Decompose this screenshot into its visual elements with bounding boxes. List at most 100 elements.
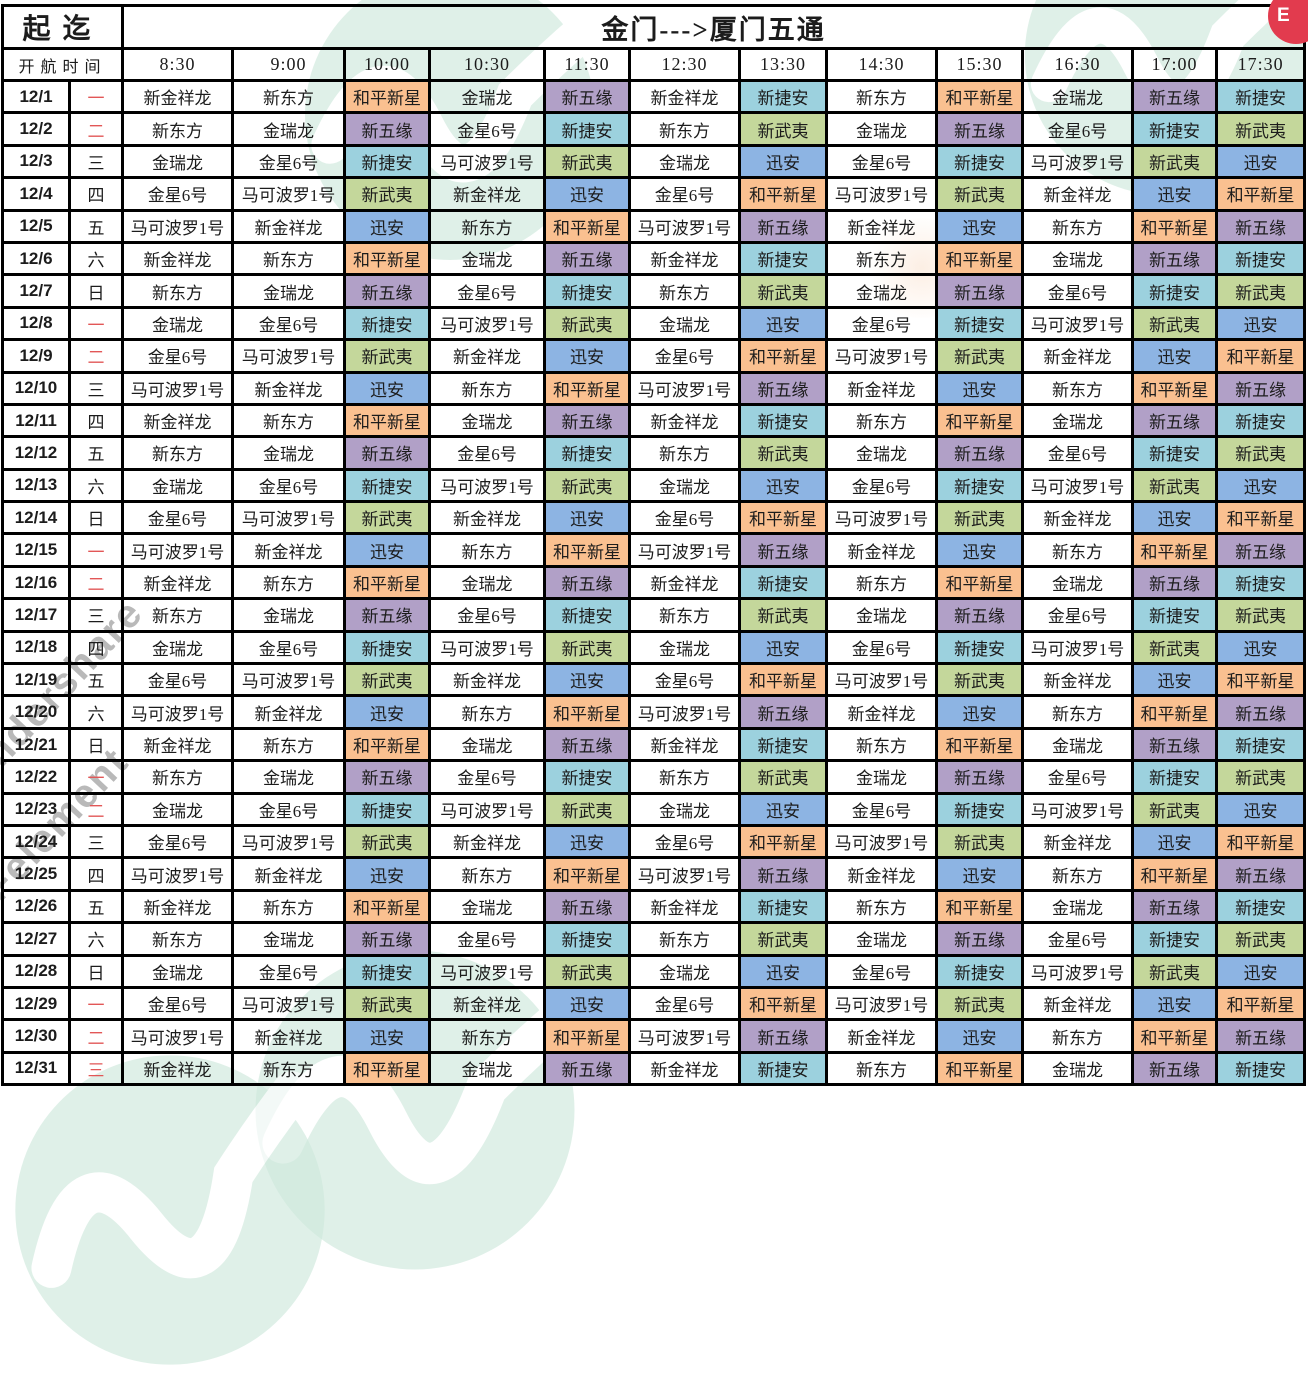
date-cell: 12/2 — [1, 111, 71, 147]
ship-cell: 金瑞龙 — [428, 888, 547, 925]
ship-cell: 新武夷 — [738, 273, 829, 309]
ship-cell: 新捷安 — [1215, 240, 1307, 277]
ship-cell: 和平新星 — [935, 564, 1025, 601]
ship-cell: 金瑞龙 — [825, 921, 939, 957]
date-cell: 12/8 — [1, 305, 71, 342]
ship-cell: 马可波罗1号 — [428, 629, 547, 666]
ship-cell: 新东方 — [231, 78, 347, 115]
ship-cell: 新捷安 — [343, 953, 432, 989]
ship-cell: 新武夷 — [543, 467, 632, 504]
schedule-row: 12/2 二新东方 金瑞龙 新五缘 金星6号 新捷安 新东方 新武夷 金瑞龙 新五缘 金星6号 新捷安… — [1, 111, 1307, 147]
ship-cell: 金瑞龙 — [231, 597, 347, 633]
weekday-cell: 六 — [67, 921, 125, 957]
date-cell: 12/30 — [1, 1018, 71, 1054]
ship-cell: 和平新星 — [935, 78, 1025, 115]
weekday-cell: 五 — [67, 208, 125, 244]
schedule-row: 12/1 一新金祥龙 新东方 和平新星 金瑞龙 新五缘 新金祥龙 新捷安 新东方 和平新星 金瑞龙新… — [1, 78, 1307, 115]
ship-cell: 金星6号 — [1021, 759, 1135, 795]
ship-cell: 新五缘 — [738, 1018, 829, 1054]
ferry-schedule-table: 起迄 金门--->厦门五通 开航时间 8:30 9:00 10:00 10:30 11:… — [0, 4, 1307, 1087]
ship-cell: 马可波罗1号 — [428, 305, 547, 342]
ship-cell: 新武夷 — [935, 500, 1025, 536]
ship-cell: 迅安 — [343, 208, 432, 244]
ship-cell: 新金祥龙 — [231, 208, 347, 244]
ship-cell: 金星6号 — [428, 111, 547, 147]
ship-cell: 和平新星 — [1131, 532, 1219, 568]
date-cell: 12/22 — [1, 759, 71, 795]
ship-cell: 金星6号 — [428, 597, 547, 633]
ship-cell: 新东方 — [231, 402, 347, 439]
ship-cell: 新武夷 — [738, 111, 829, 147]
ship-cell: 新武夷 — [543, 953, 632, 989]
ship-cell: 新五缘 — [1215, 532, 1307, 568]
ship-cell: 新五缘 — [935, 759, 1025, 795]
ship-cell: 马可波罗1号 — [628, 694, 742, 730]
ship-cell: 新五缘 — [343, 111, 432, 147]
ship-cell: 新金祥龙 — [825, 208, 939, 244]
ship-cell: 新金祥龙 — [1021, 338, 1135, 374]
ship-cell: 新捷安 — [1131, 921, 1219, 957]
ship-cell: 金瑞龙 — [121, 629, 235, 666]
schedule-row: 12/4 四金星6号 马可波罗1号 新武夷 新金祥龙 迅安 金星6号 和平新星 马可波罗1号 新武… — [1, 176, 1307, 212]
ship-cell: 迅安 — [1215, 143, 1307, 180]
ship-cell: 新东方 — [231, 726, 347, 763]
ship-cell: 马可波罗1号 — [428, 143, 547, 180]
ship-cell: 金瑞龙 — [825, 759, 939, 795]
ship-cell: 金星6号 — [121, 985, 235, 1022]
ship-cell: 新五缘 — [1215, 1018, 1307, 1054]
ship-cell: 新金祥龙 — [121, 78, 235, 115]
ship-cell: 新五缘 — [738, 694, 829, 730]
ship-cell: 新五缘 — [1131, 78, 1219, 115]
date-cell: 12/27 — [1, 921, 71, 957]
ship-cell: 迅安 — [738, 791, 829, 828]
ship-cell: 金星6号 — [825, 791, 939, 828]
ship-cell: 新东方 — [428, 1018, 547, 1054]
ship-cell: 新捷安 — [1215, 402, 1307, 439]
schedule-row: 12/27 六新东方 金瑞龙 新五缘 金星6号 新捷安 新东方 新武夷 金瑞龙 新五缘 金星6号 新捷… — [1, 921, 1307, 957]
ship-cell: 马可波罗1号 — [1021, 467, 1135, 504]
weekday-cell: 三 — [67, 143, 125, 180]
ship-cell: 金瑞龙 — [1021, 888, 1135, 925]
ship-cell: 新东方 — [121, 435, 235, 471]
ship-cell: 新金祥龙 — [121, 564, 235, 601]
ship-cell: 新捷安 — [1131, 597, 1219, 633]
ship-cell: 新武夷 — [935, 823, 1025, 860]
ship-cell: 马可波罗1号 — [428, 791, 547, 828]
ship-cell: 马可波罗1号 — [121, 208, 235, 244]
ship-cell: 和平新星 — [543, 370, 632, 406]
ship-cell: 和平新星 — [543, 856, 632, 892]
ship-cell: 金瑞龙 — [121, 467, 235, 504]
weekday-cell: 一 — [67, 305, 125, 342]
ship-cell: 新捷安 — [738, 564, 829, 601]
ship-cell: 和平新星 — [343, 1050, 432, 1087]
ship-cell: 新武夷 — [738, 759, 829, 795]
ship-cell: 新武夷 — [1215, 273, 1307, 309]
ship-cell: 马可波罗1号 — [231, 338, 347, 374]
ship-cell: 新五缘 — [543, 402, 632, 439]
ship-cell: 新东方 — [628, 435, 742, 471]
ship-cell: 新五缘 — [343, 759, 432, 795]
ship-cell: 和平新星 — [343, 240, 432, 277]
ship-cell: 和平新星 — [1215, 338, 1307, 374]
schedule-row: 12/8 一金瑞龙 金星6号 新捷安 马可波罗1号 新武夷 金瑞龙 迅安 金星6号 新捷安 马可波罗… — [1, 305, 1307, 342]
ship-cell: 和平新星 — [935, 240, 1025, 277]
ship-cell: 新金祥龙 — [428, 662, 547, 698]
ship-cell: 马可波罗1号 — [628, 532, 742, 568]
date-cell: 12/23 — [1, 791, 71, 828]
ship-cell: 马可波罗1号 — [825, 500, 939, 536]
ship-cell: 新武夷 — [1215, 921, 1307, 957]
ship-cell: 新东方 — [428, 532, 547, 568]
departure-time-label: 开航时间 — [0, 47, 125, 82]
ship-cell: 马可波罗1号 — [121, 532, 235, 568]
ship-cell: 金星6号 — [628, 176, 742, 212]
ship-cell: 迅安 — [343, 694, 432, 730]
ship-cell: 新五缘 — [343, 435, 432, 471]
ship-cell: 新武夷 — [343, 500, 432, 536]
schedule-row: 12/16 二新金祥龙 新东方 和平新星 金瑞龙 新五缘 新金祥龙 新捷安 新东方 和平新星 金瑞龙… — [1, 564, 1307, 601]
ship-cell: 金瑞龙 — [825, 273, 939, 309]
ship-cell: 和平新星 — [738, 338, 829, 374]
weekday-cell: 三 — [67, 370, 125, 406]
ship-cell: 新捷安 — [1131, 759, 1219, 795]
weekday-cell: 一 — [67, 532, 125, 568]
schedule-row: 12/26 五新金祥龙 新东方 和平新星 金瑞龙 新五缘 新金祥龙 新捷安 新东方 和平新星 金瑞龙… — [1, 888, 1307, 925]
